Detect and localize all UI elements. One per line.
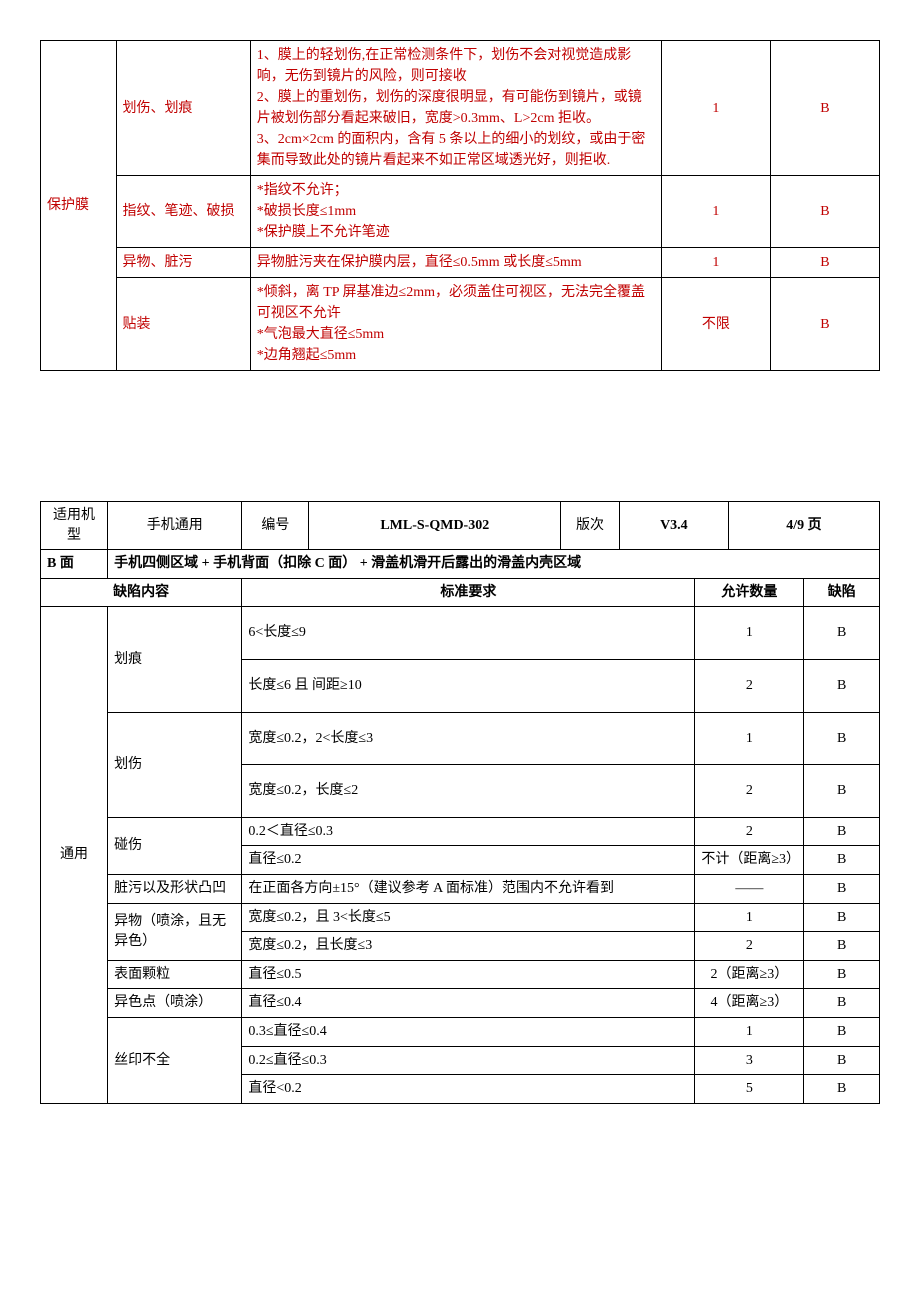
- defect-grade: B: [804, 903, 880, 932]
- protective-film-table: 保护膜划伤、划痕1、膜上的轻划伤,在正常检测条件下，划伤不会对视觉造成影响，无伤…: [40, 40, 880, 371]
- defect-grade: B: [804, 1017, 880, 1046]
- group-label: 通用: [41, 607, 108, 1103]
- col-defect: 缺陷内容: [41, 578, 242, 607]
- model-label: 适用机型: [41, 502, 108, 550]
- allowed-qty: 1: [661, 41, 770, 176]
- defect-name: 异物、脏污: [116, 248, 250, 278]
- allowed-qty: 不限: [661, 278, 770, 371]
- allowed-qty: 1: [695, 903, 804, 932]
- defect-grade: B: [804, 712, 880, 765]
- allowed-qty: 2: [695, 765, 804, 818]
- defect-grade: B: [804, 765, 880, 818]
- defect-grade: B: [770, 248, 879, 278]
- table-row: 异物、脏污异物脏污夹在保护膜内层，直径≤0.5mm 或长度≤5mm1B: [41, 248, 880, 278]
- defect-grade: B: [770, 278, 879, 371]
- defect-grade: B: [804, 1075, 880, 1104]
- table-row: 表面颗粒直径≤0.52（距离≥3）B: [41, 960, 880, 989]
- defect-name: 异色点（喷涂）: [108, 989, 242, 1018]
- model-value: 手机通用: [108, 502, 242, 550]
- allowed-qty: 1: [661, 176, 770, 248]
- defect-grade: B: [804, 874, 880, 903]
- allowed-qty: 4（距离≥3）: [695, 989, 804, 1018]
- code-value: LML-S-QMD-302: [309, 502, 561, 550]
- table-row: 通用划痕6<长度≤91B: [41, 607, 880, 660]
- standard-text: 长度≤6 且 间距≥10: [242, 659, 695, 712]
- defect-grade: B: [804, 989, 880, 1018]
- col-grade: 缺陷: [804, 578, 880, 607]
- standard-text: 在正面各方向±15°（建议参考 A 面标准）范围内不允许看到: [242, 874, 695, 903]
- standard-text: 6<长度≤9: [242, 607, 695, 660]
- header-row: 适用机型手机通用编号LML-S-QMD-302版次V3.44/9 页: [41, 502, 880, 550]
- standard-text: 宽度≤0.2，且长度≤3: [242, 932, 695, 961]
- b-face-table: 适用机型手机通用编号LML-S-QMD-302版次V3.44/9 页B 面手机四…: [40, 501, 880, 1104]
- defect-grade: B: [804, 659, 880, 712]
- defect-name: 碰伤: [108, 817, 242, 874]
- standard-text: 直径<0.2: [242, 1075, 695, 1104]
- standard-text: 1、膜上的轻划伤,在正常检测条件下，划伤不会对视觉造成影响，无伤到镜片的风险，则…: [250, 41, 661, 176]
- standard-text: 宽度≤0.2，且 3<长度≤5: [242, 903, 695, 932]
- table-row: 划伤宽度≤0.2，2<长度≤31B: [41, 712, 880, 765]
- group-label: 保护膜: [41, 41, 117, 371]
- allowed-qty: 1: [695, 712, 804, 765]
- standard-text: 直径≤0.2: [242, 846, 695, 875]
- allowed-qty: 2（距离≥3）: [695, 960, 804, 989]
- defect-grade: B: [804, 846, 880, 875]
- allowed-qty: 2: [695, 817, 804, 846]
- column-headers: 缺陷内容标准要求允许数量缺陷: [41, 578, 880, 607]
- defect-grade: B: [804, 817, 880, 846]
- standard-text: *指纹不允许；*破损长度≤1mm*保护膜上不允许笔迹: [250, 176, 661, 248]
- allowed-qty: 不计（距离≥3）: [695, 846, 804, 875]
- defect-name: 划伤: [108, 712, 242, 817]
- allowed-qty: 2: [695, 659, 804, 712]
- defect-name: 贴装: [116, 278, 250, 371]
- bface-label: B 面: [41, 550, 108, 579]
- defect-grade: B: [804, 1046, 880, 1075]
- defect-grade: B: [804, 932, 880, 961]
- defect-name: 异物（喷涂，且无异色）: [108, 903, 242, 960]
- defect-name: 脏污以及形状凸凹: [108, 874, 242, 903]
- table-row: 异物（喷涂，且无异色）宽度≤0.2，且 3<长度≤51B: [41, 903, 880, 932]
- standard-text: 直径≤0.5: [242, 960, 695, 989]
- table-row: 碰伤0.2＜直径≤0.32B: [41, 817, 880, 846]
- page-value: 4/9 页: [728, 502, 879, 550]
- ver-value: V3.4: [619, 502, 728, 550]
- standard-text: 0.2＜直径≤0.3: [242, 817, 695, 846]
- defect-name: 表面颗粒: [108, 960, 242, 989]
- defect-name: 丝印不全: [108, 1017, 242, 1103]
- table-row: 指纹、笔迹、破损*指纹不允许；*破损长度≤1mm*保护膜上不允许笔迹1B: [41, 176, 880, 248]
- defect-grade: B: [804, 607, 880, 660]
- allowed-qty: 1: [695, 1017, 804, 1046]
- defect-grade: B: [770, 41, 879, 176]
- standard-text: 0.2≤直径≤0.3: [242, 1046, 695, 1075]
- allowed-qty: 1: [695, 607, 804, 660]
- allowed-qty: 5: [695, 1075, 804, 1104]
- standard-text: 0.3≤直径≤0.4: [242, 1017, 695, 1046]
- defect-name: 划痕: [108, 607, 242, 712]
- bface-desc: 手机四侧区域 + 手机背面（扣除 C 面） + 滑盖机滑开后露出的滑盖内壳区域: [108, 550, 880, 579]
- table-row: 异色点（喷涂）直径≤0.44（距离≥3）B: [41, 989, 880, 1018]
- allowed-qty: ——: [695, 874, 804, 903]
- allowed-qty: 2: [695, 932, 804, 961]
- table-row: 保护膜划伤、划痕1、膜上的轻划伤,在正常检测条件下，划伤不会对视觉造成影响，无伤…: [41, 41, 880, 176]
- allowed-qty: 1: [661, 248, 770, 278]
- standard-text: *倾斜，离 TP 屏基准边≤2mm，必须盖住可视区，无法完全覆盖可视区不允许*气…: [250, 278, 661, 371]
- standard-text: 直径≤0.4: [242, 989, 695, 1018]
- standard-text: 宽度≤0.2，长度≤2: [242, 765, 695, 818]
- standard-text: 异物脏污夹在保护膜内层，直径≤0.5mm 或长度≤5mm: [250, 248, 661, 278]
- table-row: 丝印不全0.3≤直径≤0.41B: [41, 1017, 880, 1046]
- col-qty: 允许数量: [695, 578, 804, 607]
- defect-name: 指纹、笔迹、破损: [116, 176, 250, 248]
- table-row: 贴装*倾斜，离 TP 屏基准边≤2mm，必须盖住可视区，无法完全覆盖可视区不允许…: [41, 278, 880, 371]
- defect-grade: B: [804, 960, 880, 989]
- allowed-qty: 3: [695, 1046, 804, 1075]
- table-row: 脏污以及形状凸凹在正面各方向±15°（建议参考 A 面标准）范围内不允许看到——…: [41, 874, 880, 903]
- ver-label: 版次: [561, 502, 620, 550]
- defect-grade: B: [770, 176, 879, 248]
- col-std: 标准要求: [242, 578, 695, 607]
- code-label: 编号: [242, 502, 309, 550]
- defect-name: 划伤、划痕: [116, 41, 250, 176]
- standard-text: 宽度≤0.2，2<长度≤3: [242, 712, 695, 765]
- bface-row: B 面手机四侧区域 + 手机背面（扣除 C 面） + 滑盖机滑开后露出的滑盖内壳…: [41, 550, 880, 579]
